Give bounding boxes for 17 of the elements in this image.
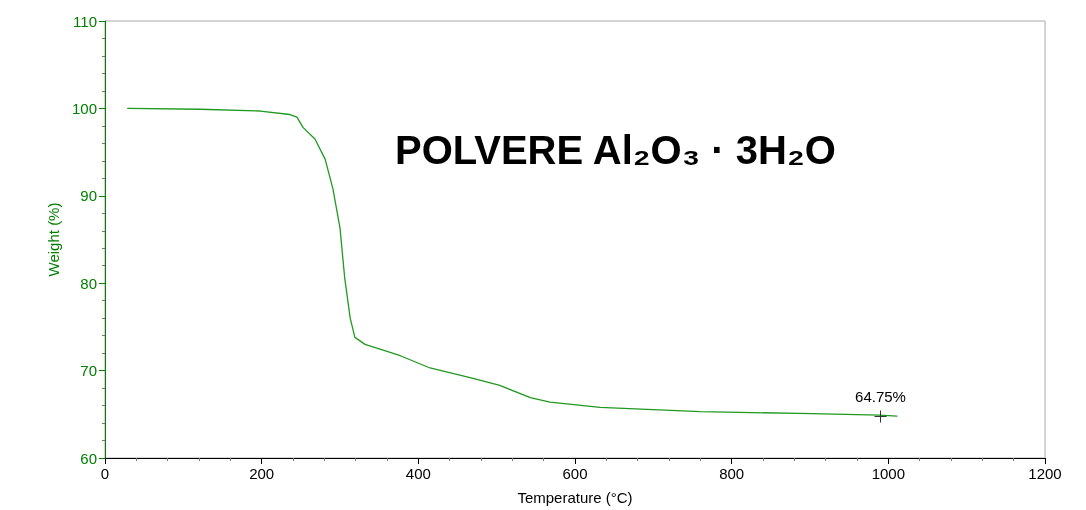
x-tick-label: 400 [405,465,431,482]
annotation: 64.75% [855,387,906,405]
y-tick-label: 90 [80,187,97,205]
x-tick-label: 600 [562,465,588,482]
y-tick-label: 110 [73,12,97,30]
x-tick-label: 200 [249,465,275,482]
x-tick-label: 0 [100,465,110,482]
y-tick-label: 100 [71,99,97,117]
x-tick-label: 1200 [1028,465,1062,482]
x-tick-label: 800 [719,465,745,482]
y-axis-title: Weight (%) [45,202,63,277]
text: POLVERE Al₂O₃ · 3H₂O [395,128,836,172]
y-tick-label: 60 [80,449,97,467]
y-tick-label: 80 [80,274,97,292]
y-tick-label: 70 [80,362,97,380]
x-tick-label: 1000 [871,465,906,482]
x-axis-title: Temperature (°C) [517,489,633,506]
